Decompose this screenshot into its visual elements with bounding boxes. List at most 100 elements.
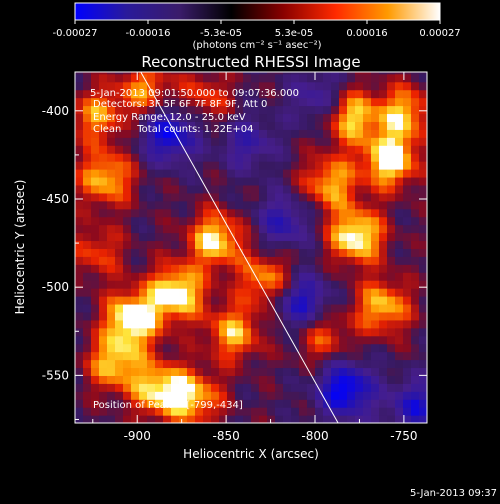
- heatmap-cell: [315, 407, 324, 416]
- heatmap-cell: [371, 192, 380, 202]
- heatmap-cell: [347, 232, 356, 242]
- heatmap-cell: [211, 176, 220, 186]
- heatmap-cell: [395, 89, 404, 99]
- heatmap-cell: [347, 343, 356, 353]
- heatmap-cell: [115, 169, 124, 178]
- heatmap-cell: [291, 153, 300, 162]
- heatmap-cell: [235, 161, 244, 170]
- heatmap-cell: [403, 399, 412, 408]
- heatmap-cell: [387, 81, 396, 91]
- heatmap-cell: [243, 303, 252, 313]
- heatmap-cell: [219, 256, 228, 265]
- heatmap-cell: [315, 296, 324, 305]
- heatmap-cell: [187, 359, 196, 369]
- heatmap-cell: [299, 327, 308, 337]
- heatmap-cell: [379, 200, 388, 210]
- heatmap-cell: [419, 319, 427, 329]
- heatmap-cell: [171, 288, 180, 297]
- heatmap-cell: [323, 351, 332, 361]
- heatmap-cell: [139, 200, 148, 210]
- heatmap-cell: [267, 303, 276, 313]
- heatmap-cell: [403, 145, 412, 154]
- heatmap-cell: [307, 383, 316, 392]
- heatmap-cell: [163, 97, 172, 107]
- heatmap-cell: [163, 327, 172, 337]
- heatmap-cell: [259, 161, 268, 170]
- heatmap-cell: [163, 391, 172, 400]
- heatmap-cell: [107, 311, 116, 321]
- heatmap-cell: [379, 415, 388, 423]
- heatmap-cell: [307, 303, 316, 313]
- heatmap-cell: [275, 311, 284, 321]
- heatmap-cell: [355, 327, 364, 337]
- heatmap-cell: [115, 327, 124, 337]
- heatmap-cell: [411, 343, 420, 353]
- heatmap-cell: [163, 176, 172, 186]
- heatmap-cell: [411, 200, 420, 210]
- heatmap-cell: [403, 216, 412, 226]
- heatmap-cell: [419, 415, 427, 423]
- heatmap-cell: [163, 224, 172, 234]
- heatmap-cell: [219, 248, 228, 257]
- heatmap-cell: [203, 407, 212, 416]
- heatmap-cell: [339, 319, 348, 329]
- heatmap-cell: [155, 311, 164, 321]
- heatmap-cell: [259, 216, 268, 226]
- heatmap-cell: [187, 383, 196, 392]
- heatmap-cell: [387, 383, 396, 392]
- heatmap-cell: [219, 73, 228, 83]
- heatmap-cell: [403, 256, 412, 265]
- heatmap-cell: [115, 145, 124, 154]
- heatmap-cell: [219, 184, 228, 194]
- heatmap-cell: [259, 248, 268, 257]
- heatmap-cell: [315, 288, 324, 297]
- heatmap-cell: [339, 256, 348, 265]
- heatmap-cell: [347, 224, 356, 234]
- heatmap-cell: [363, 153, 372, 162]
- heatmap-cell: [107, 335, 116, 345]
- heatmap-cell: [195, 407, 204, 416]
- heatmap-cell: [123, 184, 132, 194]
- heatmap-cell: [219, 351, 228, 361]
- heatmap-cell: [331, 153, 340, 162]
- heatmap-cell: [307, 407, 316, 416]
- heatmap-cell: [75, 343, 84, 353]
- heatmap-cell: [251, 311, 260, 321]
- heatmap-cell: [211, 232, 220, 242]
- heatmap-cell: [291, 407, 300, 416]
- heatmap-cell: [339, 280, 348, 289]
- heatmap-cell: [307, 288, 316, 297]
- heatmap-cell: [291, 240, 300, 249]
- heatmap-cell: [395, 129, 404, 138]
- heatmap-cell: [203, 311, 212, 321]
- heatmap-cell: [411, 375, 420, 384]
- heatmap-cell: [291, 303, 300, 313]
- heatmap-cell: [147, 367, 156, 376]
- heatmap-cell: [387, 224, 396, 234]
- heatmap-cell: [379, 240, 388, 249]
- heatmap-cell: [147, 192, 156, 202]
- heatmap-cell: [259, 184, 268, 194]
- heatmap-cell: [195, 399, 204, 408]
- heatmap-cell: [123, 351, 132, 361]
- heatmap-cell: [123, 72, 132, 75]
- heatmap-cell: [403, 153, 412, 162]
- heatmap-cell: [131, 351, 140, 361]
- heatmap-cell: [323, 264, 332, 273]
- heatmap-cell: [251, 359, 260, 369]
- heatmap-cell: [211, 89, 220, 99]
- heatmap-cell: [323, 296, 332, 305]
- heatmap-cell: [123, 129, 132, 138]
- heatmap-cell: [123, 319, 132, 329]
- heatmap-cell: [339, 327, 348, 337]
- heatmap-cell: [251, 224, 260, 234]
- heatmap-cell: [403, 208, 412, 218]
- heatmap-cell: [331, 399, 340, 408]
- heatmap-cell: [331, 351, 340, 361]
- heatmap-cell: [267, 208, 276, 218]
- heatmap-cell: [83, 145, 92, 154]
- footer-timestamp: 5-Jan-2013 09:37: [410, 488, 497, 499]
- heatmap-cell: [83, 359, 92, 369]
- heatmap-cell: [339, 296, 348, 305]
- heatmap-cell: [227, 343, 236, 353]
